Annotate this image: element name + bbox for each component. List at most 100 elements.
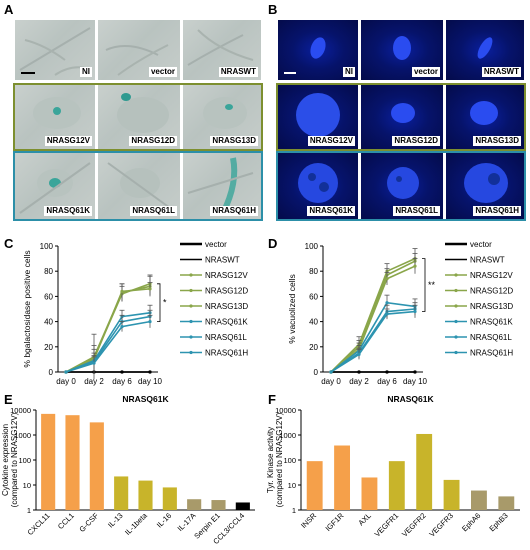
tile-label: NRASG12D [392,136,440,146]
nucleus [387,167,419,199]
bar-il-16 [162,487,177,510]
x-tick-label: day 6 [112,377,132,386]
legend-marker [454,304,458,308]
y-tick-label: 10 [23,481,31,490]
tile-label: NRASQ61H [210,206,258,216]
y-tick-label: 20 [309,343,318,352]
tile-label: NRASQ61L [130,206,177,216]
bar-ccl3-ccl4 [235,502,250,510]
data-point [357,352,361,356]
tile-label: NI [80,67,92,77]
micrograph-b-nrasg12v: NRASG12V [278,85,358,149]
panel-a-blue-frame [13,151,263,221]
series-line-nrasg12v [65,285,151,373]
tile-label: NRASG12D [129,136,177,146]
cell-shapes [19,162,91,214]
x-tick-label: EphB3 [487,511,509,533]
nucleus [298,163,338,203]
bar-vegfr2 [416,433,433,510]
legend-label: NRASWT [470,256,505,265]
legend-label: NRASG13D [470,302,513,311]
tile-label: NRASG12V [44,136,92,146]
cell-shapes [33,97,81,129]
x-tick-label: day 0 [56,377,76,386]
series-line-nrasg13d [330,265,416,373]
y-tick-label: 100 [18,456,31,465]
legend-label: vector [205,240,227,249]
x-tick-label: IL-13 [106,511,124,529]
y-tick-label: 1000 [279,431,296,440]
x-tick-label: AXL [356,511,372,527]
data-point [413,370,417,374]
chart-c-senescence: 0 20 40 60 80 100 day 0 day 2 day 6 day 10 % bgala… [22,240,248,386]
legend-marker [454,273,458,277]
legend-marker [189,335,193,339]
y-tick-label: 1 [27,506,31,515]
bar-cxcl11 [41,413,56,510]
y-axis-label: Cytokine expression [1,424,10,496]
nucleus [477,37,493,59]
bar-vegfr3 [443,479,460,510]
data-point [120,370,124,374]
legend-label: NRASG12V [470,271,513,280]
legend-label: NRASQ61L [470,333,512,342]
legend-label: vector [470,240,492,249]
legend-label: NRASQ61H [470,349,513,358]
x-tick-label: EphA6 [460,511,482,533]
series-line-nrasq61h [330,310,416,373]
tile-label: NRASG13D [210,136,258,146]
x-tick-label: day 0 [321,377,341,386]
y-tick-label: 40 [44,318,53,327]
data-point [120,325,124,329]
series-line-nrasg12v [330,257,416,373]
bar-epha6 [470,490,487,510]
bar-ccl1 [65,415,80,510]
legend-label: NRASG12D [205,287,248,296]
series-line-nrasg12d [330,260,416,373]
legend-label: NRASQ61L [205,333,247,342]
legend-marker [454,288,458,293]
panel-b-blue-frame [276,151,526,221]
scale-bar [284,72,296,74]
panel-a-green-frame [13,83,263,151]
micrograph-a-nrasq61h: NRASQ61H [183,153,261,219]
y-tick-label: 1000 [14,431,31,440]
data-point [92,361,96,365]
data-point [357,370,361,374]
legend-label: NRASG12V [205,271,248,280]
tile-label: NRASG13D [473,136,521,146]
legend-label: NRASG12D [470,287,513,296]
x-tick-label: day 10 [403,377,428,386]
tile-label: NRASWT [481,67,521,77]
tile-label: vector [148,67,177,77]
cell-shapes [203,97,247,129]
tile-label: NRASQ61K [44,206,92,216]
x-tick-label: IL-17A [176,511,198,533]
series-line-nrasq61l [330,308,416,373]
micrograph-b-nrasq61h: NRASQ61H [446,153,524,219]
nucleus [391,103,415,123]
bar-ephb3 [498,496,515,510]
y-tick-label: 80 [309,267,318,276]
tile-label: vector [411,67,440,77]
cell-shapes [107,162,171,209]
bar-il-17a [187,499,202,510]
series-line-nrasq61k [330,301,416,373]
x-tick-label: IGF1R [323,511,345,533]
x-tick-label: INSR [299,511,318,530]
x-tick-label: VEGFR3 [427,511,455,539]
micrograph-a-nrasq61k: NRASQ61K [15,153,95,219]
x-tick-label: IL-16 [155,511,173,529]
data-point [385,370,389,374]
y-tick-label: 60 [309,292,318,301]
micrograph-b-nrasg13d: NRASG13D [446,85,524,149]
x-tick-label: day 6 [377,377,397,386]
y-tick-label: 10 [288,481,296,490]
bar-il-1beta [138,480,153,510]
tile-label: NI [343,67,355,77]
data-point [148,320,152,324]
data-point [148,370,152,374]
x-tick-label: VEGFR2 [400,511,428,539]
data-point [413,264,417,268]
nucleus [470,101,498,125]
